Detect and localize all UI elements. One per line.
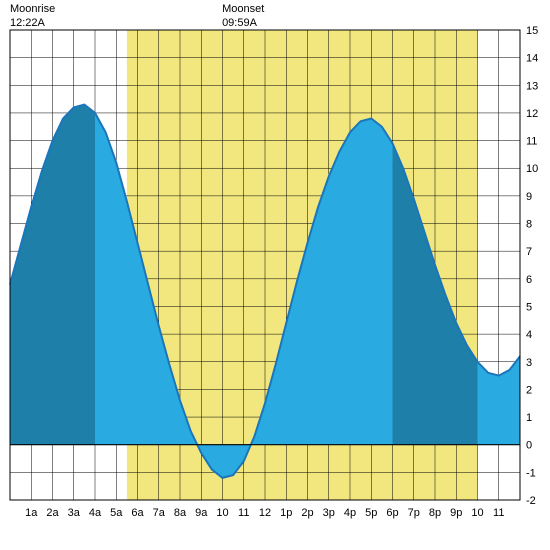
svg-text:9: 9	[526, 191, 532, 203]
svg-text:5a: 5a	[110, 507, 123, 519]
svg-text:5p: 5p	[365, 507, 377, 519]
svg-text:12: 12	[526, 108, 538, 120]
svg-text:11: 11	[526, 136, 537, 148]
svg-text:-2: -2	[526, 495, 536, 507]
svg-text:6a: 6a	[131, 507, 144, 519]
svg-text:3p: 3p	[323, 507, 335, 519]
svg-text:3a: 3a	[68, 507, 81, 519]
svg-text:12: 12	[259, 507, 271, 519]
svg-text:9a: 9a	[195, 507, 208, 519]
svg-text:8p: 8p	[429, 507, 441, 519]
moonrise-time: 12:22A	[10, 17, 45, 29]
svg-text:9p: 9p	[450, 507, 462, 519]
tide-chart: Moonrise 12:22A Moonset 09:59A -2-101234…	[0, 0, 550, 550]
svg-text:3: 3	[526, 357, 532, 369]
svg-text:10: 10	[471, 507, 483, 519]
svg-text:2p: 2p	[301, 507, 313, 519]
moonset-label: Moonset 09:59A	[222, 2, 264, 31]
svg-text:15: 15	[526, 25, 538, 37]
chart-svg: -2-101234567891011121314151a2a3a4a5a6a7a…	[0, 0, 550, 550]
svg-text:7: 7	[526, 246, 532, 258]
svg-text:4: 4	[526, 329, 532, 341]
svg-text:0: 0	[526, 440, 532, 452]
svg-text:10: 10	[216, 507, 228, 519]
svg-text:4a: 4a	[89, 507, 102, 519]
moonset-title: Moonset	[222, 3, 264, 15]
svg-text:6p: 6p	[386, 507, 398, 519]
svg-text:13: 13	[526, 80, 538, 92]
svg-text:-1: -1	[526, 467, 536, 479]
svg-text:14: 14	[526, 53, 538, 65]
svg-text:7p: 7p	[408, 507, 420, 519]
svg-text:11: 11	[493, 507, 504, 519]
svg-text:6: 6	[526, 274, 532, 286]
svg-text:2: 2	[526, 384, 532, 396]
svg-text:5: 5	[526, 301, 532, 313]
moonrise-title: Moonrise	[10, 3, 55, 15]
svg-text:1a: 1a	[25, 507, 38, 519]
svg-text:8a: 8a	[174, 507, 187, 519]
svg-text:10: 10	[526, 163, 538, 175]
svg-text:7a: 7a	[153, 507, 166, 519]
svg-text:1p: 1p	[280, 507, 292, 519]
svg-text:2a: 2a	[46, 507, 59, 519]
svg-text:4p: 4p	[344, 507, 356, 519]
moonset-time: 09:59A	[222, 17, 257, 29]
svg-text:8: 8	[526, 219, 532, 231]
moonrise-label: Moonrise 12:22A	[10, 2, 55, 31]
svg-text:1: 1	[526, 412, 532, 424]
svg-text:11: 11	[238, 507, 249, 519]
